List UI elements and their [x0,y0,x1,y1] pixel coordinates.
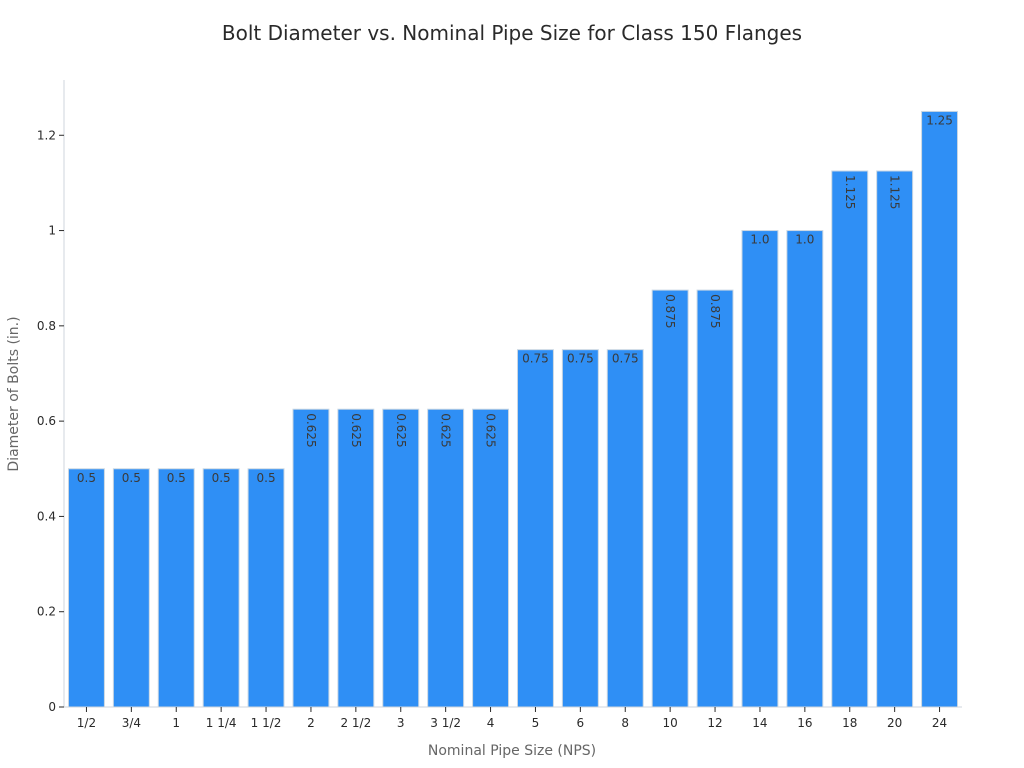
x-tick-label: 4 [487,716,495,730]
data-label: 1.125 [888,175,902,209]
x-tick-label: 14 [752,716,767,730]
x-tick-label: 3 1/2 [430,716,461,730]
bar-5 [516,349,554,708]
data-label: 0.625 [349,413,363,447]
y-tick-label: 0.8 [37,319,56,333]
x-tick-label: 20 [887,716,902,730]
bar-14 [741,230,779,708]
y-tick-label: 0 [48,700,56,714]
data-label: 0.875 [708,294,722,328]
bar-8 [606,349,644,708]
x-tick-label: 1 1/2 [251,716,282,730]
x-tick-label: 12 [707,716,722,730]
bar-3-4 [112,468,150,708]
bar-10 [651,289,689,708]
y-axis-label: Diameter of Bolts (in.) [6,316,22,471]
data-label: 0.5 [122,471,141,485]
bar-12 [696,289,734,708]
bar-4 [472,408,510,708]
bar-2-1-2 [337,408,375,708]
bar-20 [876,170,914,708]
y-tick-label: 0.4 [37,509,56,523]
x-tick-label: 6 [577,716,585,730]
data-label: 1.0 [795,233,814,247]
x-axis: 1/2 3/4 1 1 1/4 1 1/2 2 2 1/2 3 3 1/2 4 5 6 8 10 12 14 1… [77,707,947,730]
data-label: 0.875 [663,294,677,328]
x-axis-label: Nominal Pipe Size (NPS) [428,743,596,759]
bar-3 [382,408,420,708]
data-label: 0.5 [257,471,276,485]
x-tick-label: 10 [663,716,678,730]
bar-1-1-2 [247,468,285,708]
data-labels-group: 0.5 0.5 0.5 0.5 0.5 0.625 0.625 0.625 0.625 0.625… [77,113,953,484]
x-tick-label: 2 1/2 [340,716,371,730]
data-label: 0.5 [212,471,231,485]
x-tick-label: 2 [307,716,315,730]
x-tick-label: 8 [621,716,629,730]
chart-title: Bolt Diameter vs. Nominal Pipe Size for … [222,21,802,45]
data-label: 0.75 [612,352,639,366]
data-label: 0.625 [304,413,318,447]
data-label: 0.75 [567,352,594,366]
x-tick-label: 3/4 [122,716,141,730]
y-tick-label: 1 [48,224,56,238]
bar-18 [831,170,869,708]
y-tick-label: 0.2 [37,605,56,619]
data-label: 0.5 [167,471,186,485]
x-tick-label: 1/2 [77,716,96,730]
bar-6 [561,349,599,708]
x-tick-label: 3 [397,716,405,730]
data-label: 0.625 [484,413,498,447]
data-label: 0.5 [77,471,96,485]
bars-group [67,110,959,708]
bar-1 [157,468,195,708]
bar-24 [921,110,959,708]
bar-1-1-4 [202,468,240,708]
y-tick-label: 0.6 [37,414,56,428]
x-tick-label: 5 [532,716,540,730]
data-label: 0.625 [394,413,408,447]
x-tick-label: 18 [842,716,857,730]
data-label: 1.125 [843,175,857,209]
x-tick-label: 24 [932,716,947,730]
data-label: 1.0 [750,233,769,247]
x-tick-label: 16 [797,716,812,730]
bar-1-2 [67,468,105,708]
data-label: 1.25 [926,113,953,127]
y-tick-label: 1.2 [37,128,56,142]
data-label: 0.75 [522,352,549,366]
y-axis: 0 0.2 0.4 0.6 0.8 1 1.2 [37,80,962,714]
bar-16 [786,230,824,708]
x-tick-label: 1 1/4 [206,716,237,730]
x-tick-label: 1 [172,716,180,730]
bar-3-1-2 [427,408,465,708]
bar-2 [292,408,330,708]
data-label: 0.625 [439,413,453,447]
